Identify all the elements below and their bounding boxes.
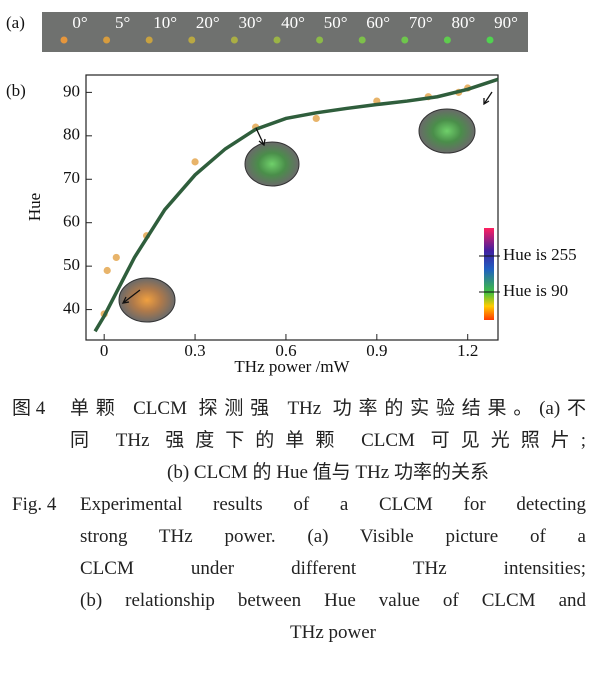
figure: (a) 0°5°10°20°30°40°50°60°70°80°90° (b) …	[0, 0, 599, 390]
data-point	[104, 267, 111, 274]
angle-label: 80°	[451, 13, 475, 32]
photo-dot	[401, 37, 408, 44]
caption-label: Fig. 4	[12, 489, 56, 521]
data-point	[191, 158, 198, 165]
caption-cn: 单颗 CLCM 探测强 THz 功率的实验结果。(a)不同 THz 强度下的单颗…	[70, 393, 586, 489]
photo-dot	[188, 37, 195, 44]
angle-label: 60°	[366, 13, 390, 32]
photo-dot	[274, 37, 281, 44]
data-point	[113, 254, 120, 261]
caption-line: (b) CLCM 的 Hue 值与 THz 功率的关系	[70, 457, 586, 489]
photo-dot	[61, 37, 68, 44]
angle-label: 0°	[72, 13, 87, 32]
y-tick-label: 50	[63, 255, 80, 274]
caption-line: strong THz power. (a) Visible picture of…	[80, 521, 586, 553]
caption-line: 同 THz 强度下的单颗 CLCM 可见光照片;	[70, 425, 586, 457]
angle-label: 10°	[153, 13, 177, 32]
photo-dot	[359, 37, 366, 44]
photo-dot	[487, 37, 494, 44]
x-tick-label: 1.2	[457, 341, 478, 360]
color-bar	[484, 228, 494, 320]
caption-line: 单颗 CLCM 探测强 THz 功率的实验结果。(a)不	[70, 393, 586, 425]
caption-label: 图 4	[12, 393, 45, 425]
caption-line: (b) relationship between Hue value of CL…	[80, 585, 586, 617]
data-point	[313, 115, 320, 122]
y-tick-label: 40	[63, 298, 80, 317]
y-axis-label: Hue	[25, 193, 44, 221]
x-tick-label: 0.6	[275, 341, 296, 360]
inset-photo	[419, 109, 475, 153]
angle-label: 50°	[324, 13, 348, 32]
photo-dot	[316, 37, 323, 44]
photo-dot	[103, 37, 110, 44]
caption-en: Experimental results of a CLCM for detec…	[80, 489, 586, 649]
angle-label: 20°	[196, 13, 220, 32]
photo-dot	[146, 37, 153, 44]
angle-label: 40°	[281, 13, 305, 32]
photo-dot	[444, 37, 451, 44]
angle-label: 5°	[115, 13, 130, 32]
caption-line: Experimental results of a CLCM for detec…	[80, 489, 586, 521]
inset-photo	[245, 142, 299, 186]
angle-label: 70°	[409, 13, 433, 32]
photo-dot	[231, 37, 238, 44]
y-tick-label: 80	[63, 125, 80, 144]
caption-line: CLCM under different THz intensities;	[80, 553, 586, 585]
y-tick-label: 70	[63, 168, 80, 187]
x-tick-label: 0.3	[184, 341, 205, 360]
y-tick-label: 90	[63, 81, 80, 100]
annotation: Hue is 90	[503, 281, 568, 300]
y-tick-label: 60	[63, 212, 80, 231]
panel-label: (b)	[6, 81, 26, 100]
page: (a) 0° 5° 10° 20° 30° 40° 50° 60° 70° 80° 90° (b) …	[0, 0, 599, 693]
panel-label: (a)	[6, 13, 25, 32]
annotation: Hue is 255	[503, 245, 577, 264]
x-tick-label: 0.9	[366, 341, 387, 360]
caption-line: THz power	[80, 617, 586, 649]
angle-label: 30°	[238, 13, 262, 32]
x-tick-label: 0	[100, 341, 109, 360]
angle-label: 90°	[494, 13, 518, 32]
